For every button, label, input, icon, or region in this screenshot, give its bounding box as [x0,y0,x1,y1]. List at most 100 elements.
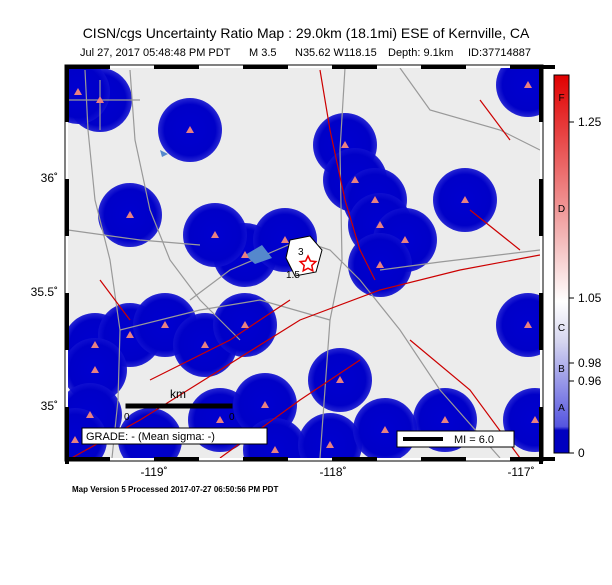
frame-segment [65,65,110,69]
frame-segment [421,457,466,461]
station [281,236,289,243]
grade-label: C [558,323,565,334]
station [441,416,449,423]
frame-segment [421,65,466,69]
station [74,88,82,95]
station [71,436,79,443]
magnitude: M 3.5 [249,47,277,59]
event-id: ID:37714887 [468,47,531,59]
contour-label: 3 [298,247,304,258]
grade: GRADE: - (Mean sigma: -) [86,431,215,443]
map-frame [64,64,555,464]
station [201,341,209,348]
frame-segment [243,65,288,69]
lon-label: -119˚ [140,465,167,479]
depth: Depth: 9.1km [388,47,453,59]
station [376,261,384,268]
colorbar: F D C B A 1.25 1.05 0.98 0.96 0 [553,74,602,460]
footer: Map Version 5 Processed 2017-07-27 06:50… [72,485,278,494]
station [336,376,344,383]
mi-box [396,430,515,448]
colorbar-label: 1.05 [578,291,602,305]
station [341,141,349,148]
lat-label: 35.5˚ [31,285,58,299]
grade-label: B [558,364,565,375]
grade-label: F [558,93,564,104]
station [524,81,532,88]
scale-bar: km 0 0 [124,387,235,423]
frame-segment [65,293,69,350]
frame-segment [65,457,110,461]
frame-segment [332,457,377,461]
frame-segment [154,65,199,69]
contour [285,235,323,277]
station [96,96,104,103]
station [86,411,94,418]
station [216,416,224,423]
map-area: 3 1.5 km 0 0 GRADE: - (Mean sigma: -) MI… [68,68,540,458]
scale-label: 0 [124,412,130,423]
roads [68,68,540,458]
contour-label: 1.5 [286,270,300,281]
location: N35.62 W118.15 [295,47,377,59]
subtitle: Jul 27, 2017 05:48:48 PM PDT M 3.5 N35.6… [80,47,531,59]
grade-label: D [558,204,565,215]
coverage-circle [298,413,362,458]
mi-legend: MI = 6.0 [454,434,494,446]
frame-segment [332,65,377,69]
lon-labels: -119˚ -118˚ -117˚ [140,465,534,479]
lon-label: -117˚ [507,465,534,479]
colorbar-label: 1.25 [578,115,602,129]
frame-segment [539,179,543,236]
epicenter [298,254,318,273]
frame-segment [65,179,69,236]
frame-segment [539,407,543,464]
station [326,441,334,448]
station [161,321,169,328]
station [351,176,359,183]
frame-segment [65,65,69,122]
colorbar-label: 0 [578,446,585,460]
station [126,331,134,338]
frame-segment [539,65,543,122]
coverage-circle [496,68,540,117]
station [461,196,469,203]
frame-segment [510,457,555,461]
lat-label: 35˚ [41,399,58,413]
scale-label: 0 [229,412,235,423]
station [241,251,249,258]
colorbar-ramp [553,74,570,454]
station [381,426,389,433]
lon-label: -118˚ [319,465,346,479]
station [211,231,219,238]
grade-label: A [558,403,565,414]
lat-labels: 36˚ 35.5˚ 35˚ [31,171,58,413]
station [186,126,194,133]
station [271,446,279,453]
station [241,321,249,328]
lat-label: 36˚ [41,171,58,185]
frame-segment [243,457,288,461]
station [531,416,539,423]
station [261,401,269,408]
lakes [160,150,272,264]
station [91,341,99,348]
frame-segment [510,65,555,69]
frame-segment [539,293,543,350]
station [376,221,384,228]
stations [71,81,539,453]
station [524,321,532,328]
station [91,366,99,373]
station [371,196,379,203]
station [126,211,134,218]
colorbar-label: 0.98 [578,356,602,370]
station [401,236,409,243]
frame-segment [154,457,199,461]
title: CISN/cgs Uncertainty Ratio Map : 29.0km … [83,25,530,41]
coverage-circle [496,293,540,357]
colorbar-label: 0.96 [578,374,602,388]
grade-box [81,427,268,445]
date: Jul 27, 2017 05:48:48 PM PDT [80,47,231,59]
scale-unit: km [170,387,186,401]
